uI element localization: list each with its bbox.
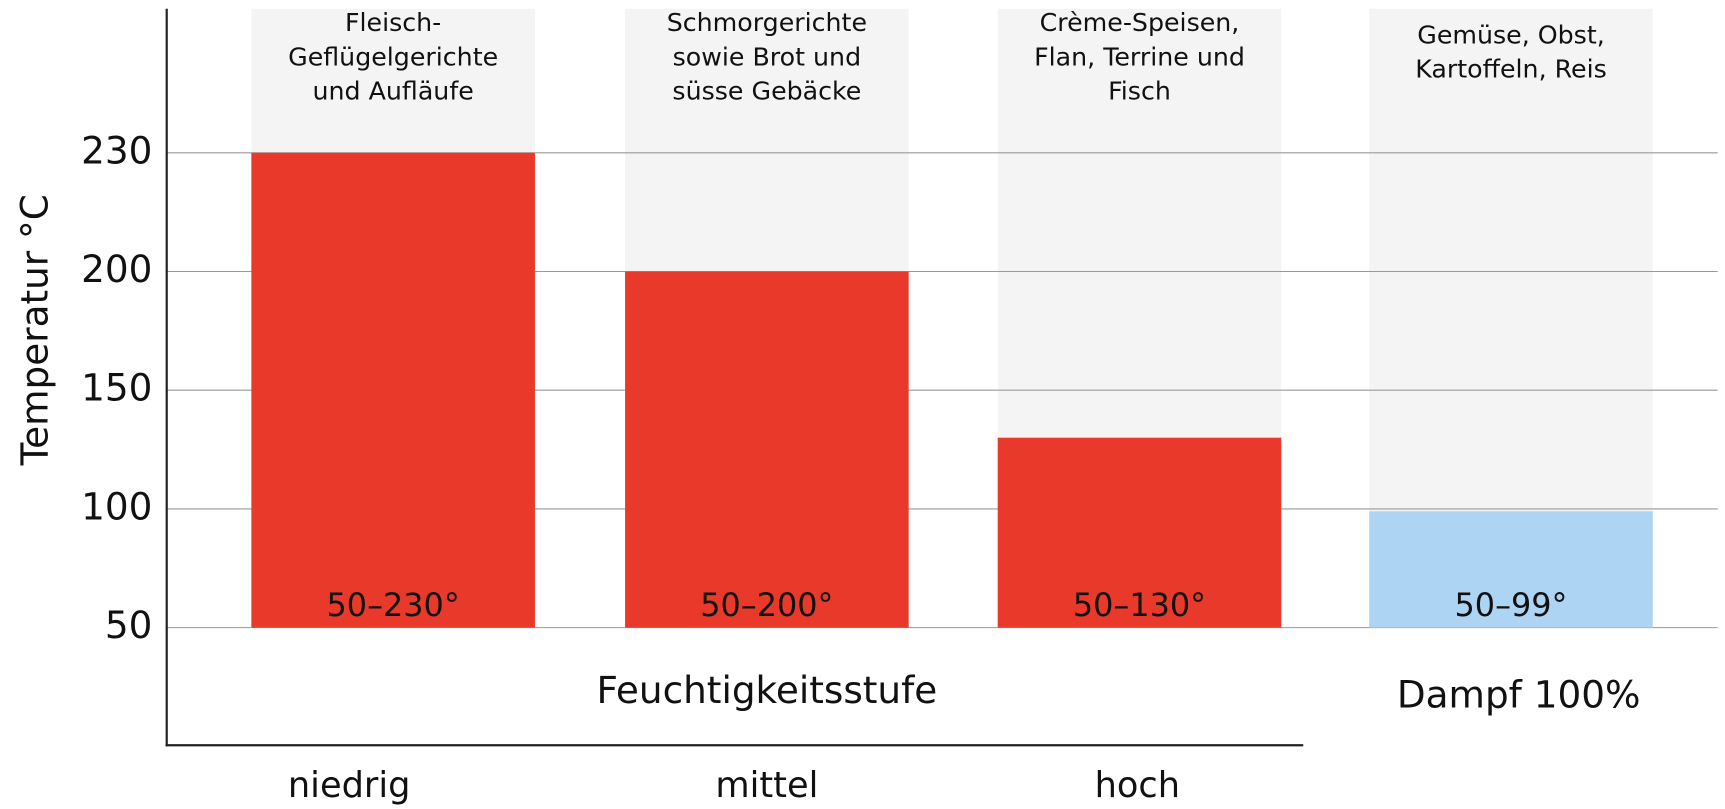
category-label-line: Fleisch- bbox=[345, 8, 441, 37]
value-label: 50–200° bbox=[700, 586, 833, 624]
y-axis-title: Temperatur °C bbox=[13, 194, 57, 466]
bar bbox=[625, 271, 909, 627]
x-tick-label: mittel bbox=[715, 765, 818, 806]
y-tick-label: 50 bbox=[105, 603, 153, 647]
value-label: 50–130° bbox=[1073, 586, 1206, 624]
category-label-line: süsse Gebäcke bbox=[672, 76, 861, 105]
category-label-line: Crème-Speisen, bbox=[1040, 8, 1240, 37]
value-label: 50–230° bbox=[327, 586, 460, 624]
category-label-line: Geflügelgerichte bbox=[288, 42, 498, 71]
category-label-line: Fisch bbox=[1108, 76, 1171, 105]
category-label-line: Gemüse, Obst, bbox=[1417, 20, 1605, 49]
category-label-line: und Aufläufe bbox=[313, 76, 474, 105]
bar bbox=[251, 153, 535, 628]
y-tick-label: 150 bbox=[81, 366, 152, 410]
y-tick-label: 200 bbox=[81, 247, 152, 291]
value-label: 50–99° bbox=[1455, 586, 1568, 624]
y-tick-label: 100 bbox=[81, 484, 152, 528]
category-label: Schmorgerichte sowie Brot und süsse Gebäck… bbox=[667, 8, 867, 105]
annotation: Dampf 100% bbox=[1397, 672, 1641, 716]
category-label-line: Flan, Terrine und bbox=[1034, 42, 1245, 71]
x-tick-label: hoch bbox=[1095, 765, 1180, 806]
category-label-line: Schmorgerichte bbox=[667, 8, 867, 37]
chart: 50 100 150 200 230 Fleisch- Geflügelgerichte un… bbox=[0, 0, 1725, 809]
category-label-line: Kartoffeln, Reis bbox=[1415, 54, 1607, 83]
y-tick-label: 230 bbox=[81, 128, 152, 172]
annotation: Feuchtigkeitsstufe bbox=[596, 668, 937, 712]
category-label-line: sowie Brot und bbox=[673, 42, 862, 71]
x-tick-label: niedrig bbox=[288, 765, 411, 806]
page: 50 100 150 200 230 Fleisch- Geflügelgerichte un… bbox=[0, 0, 1725, 809]
